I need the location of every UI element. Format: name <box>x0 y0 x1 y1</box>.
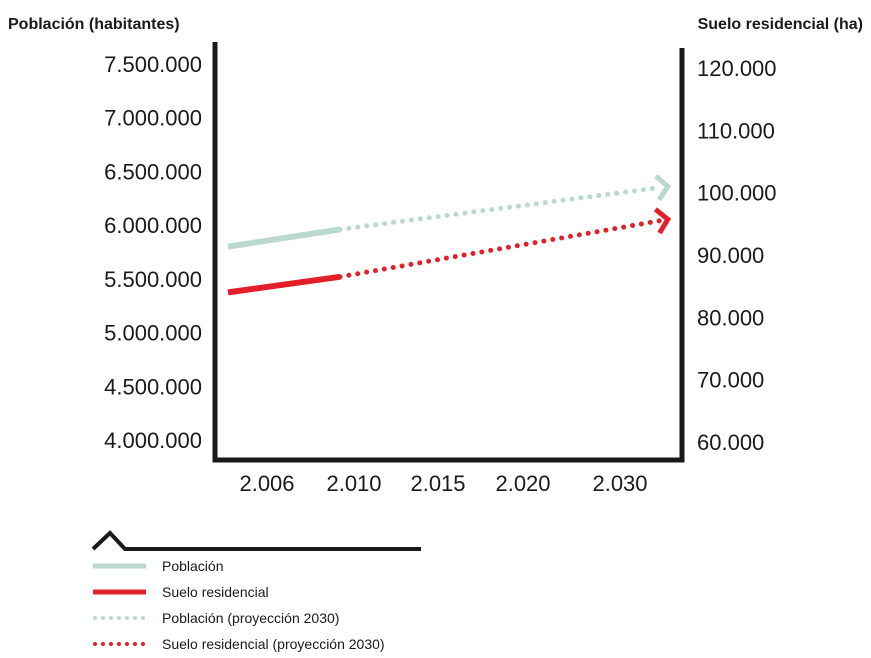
left-tick-label: 7.500.000 <box>104 52 202 77</box>
x-axis-ticks: 2.006 2.010 2.015 2.020 2.030 <box>239 471 647 496</box>
projection-arrow-icon <box>653 207 672 235</box>
legend-item: Suelo residencial (proyección 2030) <box>93 636 385 652</box>
left-tick-label: 4.500.000 <box>104 374 202 399</box>
left-tick-label: 5.000.000 <box>104 321 202 346</box>
right-tick-label: 80.000 <box>697 305 764 330</box>
legend-label: Suelo residencial (proyección 2030) <box>162 636 385 652</box>
x-tick-label: 2.015 <box>410 471 465 496</box>
series-line <box>227 226 341 250</box>
right-tick-label: 100.000 <box>697 181 777 206</box>
right-tick-label: 110.000 <box>697 118 775 143</box>
right-tick-label: 120.000 <box>697 56 777 81</box>
projection-arrow-icon <box>654 174 672 202</box>
right-axis-ticks: 120.000 110.000 100.000 90.000 80.000 70.000 6… <box>697 56 777 455</box>
right-tick-label: 60.000 <box>697 430 764 455</box>
legend-item: Población <box>93 558 224 574</box>
legend-label: Suelo residencial <box>162 584 269 600</box>
right-tick-label: 70.000 <box>697 368 764 393</box>
legend-label: Población <box>162 558 224 574</box>
x-tick-label: 2.010 <box>326 471 381 496</box>
right-tick-label: 90.000 <box>697 243 764 268</box>
legend-item: Población (proyección 2030) <box>93 610 339 626</box>
series-layer <box>227 174 672 296</box>
left-tick-label: 6.500.000 <box>104 159 202 184</box>
right-axis-title: Suelo residencial (ha) <box>698 16 863 33</box>
x-tick-label: 2.020 <box>495 471 550 496</box>
x-tick-label: 2.006 <box>239 471 294 496</box>
left-tick-label: 7.000.000 <box>104 106 202 131</box>
projection-line <box>337 218 663 280</box>
left-tick-label: 4.000.000 <box>104 428 202 453</box>
projection-line <box>337 185 663 232</box>
left-tick-label: 5.500.000 <box>104 267 202 292</box>
legend-decoration-chevron-icon <box>91 530 421 551</box>
series-line <box>227 273 341 296</box>
axes <box>212 42 685 463</box>
x-tick-label: 2.030 <box>592 471 647 496</box>
legend-label: Población (proyección 2030) <box>162 610 339 626</box>
left-axis-ticks: 7.500.000 7.000.000 6.500.000 6.000.000 5.50… <box>104 52 202 453</box>
legend-item: Suelo residencial <box>93 584 269 600</box>
left-tick-label: 6.000.000 <box>104 213 202 238</box>
legend: Población Suelo residencial Población (pro… <box>91 530 421 652</box>
left-axis-title: Población (habitantes) <box>8 16 180 33</box>
